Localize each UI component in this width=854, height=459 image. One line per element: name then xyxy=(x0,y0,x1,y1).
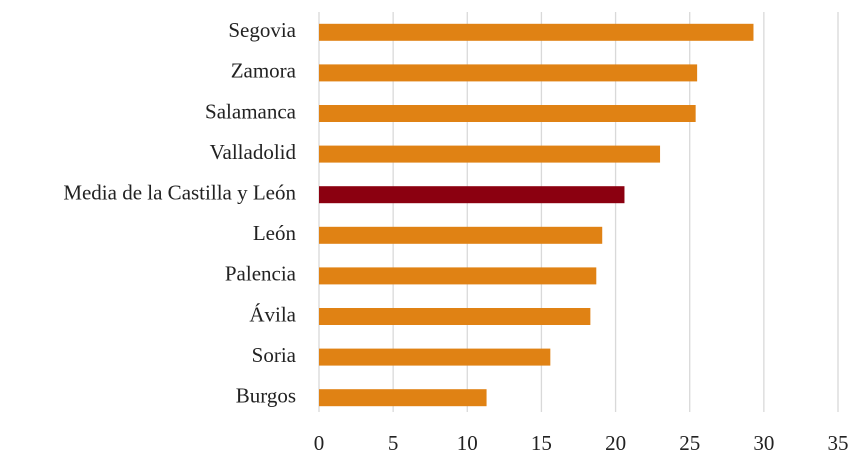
bar xyxy=(319,23,754,41)
y-tick-label: Valladolid xyxy=(210,140,297,164)
bar xyxy=(319,105,696,122)
y-tick-label: Zamora xyxy=(231,59,297,83)
bar xyxy=(319,145,661,163)
y-tick-label: Burgos xyxy=(236,384,296,408)
x-tick-label: 0 xyxy=(314,431,325,455)
y-tick-label: Salamanca xyxy=(205,99,297,123)
bar xyxy=(319,226,603,244)
x-tick-label: 35 xyxy=(828,431,849,455)
y-tick-label: León xyxy=(253,221,297,245)
bar xyxy=(319,348,551,366)
y-tick-label: Soria xyxy=(252,343,297,367)
x-tick-label: 10 xyxy=(457,431,478,455)
x-tick-label: 5 xyxy=(388,431,399,455)
bar xyxy=(319,267,597,285)
y-tick-label: Segovia xyxy=(228,18,296,42)
bar xyxy=(319,389,487,407)
y-tick-label: Palencia xyxy=(225,262,297,286)
bar xyxy=(319,308,591,325)
y-tick-label: Media de la Castilla y León xyxy=(63,181,296,205)
bar xyxy=(319,64,698,82)
x-tick-label: 25 xyxy=(679,431,700,455)
bar xyxy=(319,186,625,204)
y-tick-label: Ávila xyxy=(249,302,296,326)
x-tick-label: 15 xyxy=(531,431,552,455)
x-tick-label: 20 xyxy=(605,431,626,455)
x-tick-label: 30 xyxy=(753,431,774,455)
